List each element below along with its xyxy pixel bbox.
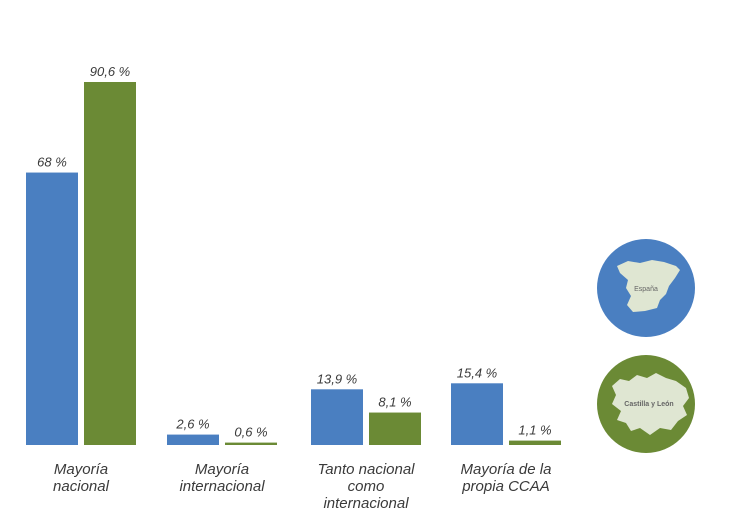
bar-castilla-y-leon-1 xyxy=(225,442,277,445)
category-label-line: Mayoría xyxy=(195,461,249,478)
legend-item-espana: España xyxy=(597,239,695,337)
castilla-y-leon-map-icon xyxy=(612,373,689,435)
category-label-line: Mayoría xyxy=(54,461,108,478)
value-label-espana-0: 68 % xyxy=(37,155,67,170)
category-label-line: propia CCAA xyxy=(461,478,550,495)
category-label-line: como xyxy=(348,478,385,495)
bars-group xyxy=(26,82,561,445)
legend: España Castilla y León xyxy=(597,239,695,453)
bar-espana-2 xyxy=(311,389,363,445)
spain-map-icon xyxy=(617,260,680,312)
value-labels-group: 68 % 90,6 % 2,6 % 0,6 % 13,9 % 8,1 % 15,4 % 1,1… xyxy=(37,64,551,440)
value-label-castilla-y-leon-2: 8,1 % xyxy=(378,395,411,410)
bar-castilla-y-leon-2 xyxy=(369,412,421,445)
category-label-0: Mayoría nacional xyxy=(53,461,110,495)
value-label-castilla-y-leon-0: 90,6 % xyxy=(90,64,130,79)
legend-label-espana: España xyxy=(634,286,658,293)
category-label-1: Mayoría internacional xyxy=(179,461,265,495)
legend-label-castilla-y-leon: Castilla y León xyxy=(624,401,673,408)
category-label-3: Mayoría de la propia CCAA xyxy=(461,461,552,495)
value-label-espana-2: 13,9 % xyxy=(317,371,357,386)
bar-espana-1 xyxy=(167,434,219,445)
value-label-espana-3: 15,4 % xyxy=(457,365,497,380)
bar-espana-3 xyxy=(451,383,503,445)
bar-castilla-y-leon-0 xyxy=(84,82,136,445)
category-label-line: nacional xyxy=(53,478,110,495)
category-label-line: Tanto nacional xyxy=(317,461,415,478)
value-label-castilla-y-leon-1: 0,6 % xyxy=(234,425,267,440)
category-label-line: Mayoría de la xyxy=(461,461,552,478)
value-label-espana-1: 2,6 % xyxy=(175,417,209,432)
bar-castilla-y-leon-3 xyxy=(509,440,561,445)
category-label-line: internacional xyxy=(179,478,265,495)
category-label-2: Tanto nacional como internacional xyxy=(317,461,415,512)
value-label-castilla-y-leon-3: 1,1 % xyxy=(518,423,551,438)
category-label-line: internacional xyxy=(323,495,409,512)
bar-espana-0 xyxy=(26,172,78,445)
legend-item-castilla-y-leon: Castilla y León xyxy=(597,355,695,453)
